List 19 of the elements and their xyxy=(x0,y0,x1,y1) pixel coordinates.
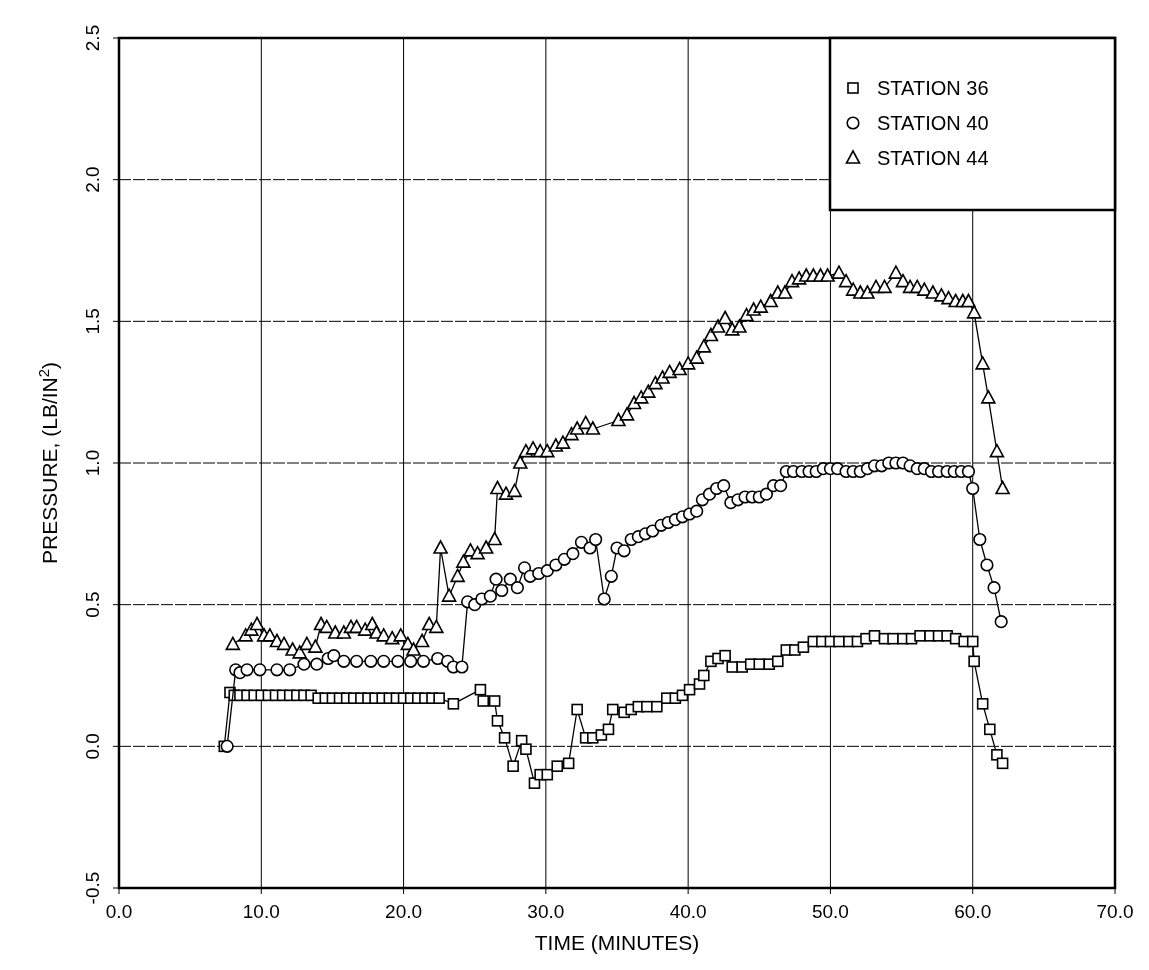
y-tick-label: 2.5 xyxy=(82,24,103,52)
y-tick-label: 2.0 xyxy=(82,166,103,193)
x-tick-label: 0.0 xyxy=(105,901,133,922)
x-tick-label: 60.0 xyxy=(954,901,992,922)
legend-label: STATION 44 xyxy=(877,147,989,169)
x-tick-label: 40.0 xyxy=(669,901,707,922)
y-tick-label: 1.0 xyxy=(82,449,103,477)
x-tick-label: 20.0 xyxy=(385,901,423,922)
legend-label: STATION 40 xyxy=(877,112,989,134)
x-axis-title: TIME (MINUTES) xyxy=(534,931,700,954)
x-tick-label: 70.0 xyxy=(1096,901,1134,922)
x-tick-label: 50.0 xyxy=(811,901,849,922)
y-tick-label: 1.5 xyxy=(82,308,103,335)
x-tick-label: 10.0 xyxy=(242,901,280,922)
x-tick-label: 30.0 xyxy=(527,901,565,922)
y-tick-label: -0.5 xyxy=(82,871,103,905)
y-tick-label: 0.0 xyxy=(82,733,103,760)
legend-label: STATION 36 xyxy=(877,77,989,99)
y-tick-label: 0.5 xyxy=(82,591,103,618)
